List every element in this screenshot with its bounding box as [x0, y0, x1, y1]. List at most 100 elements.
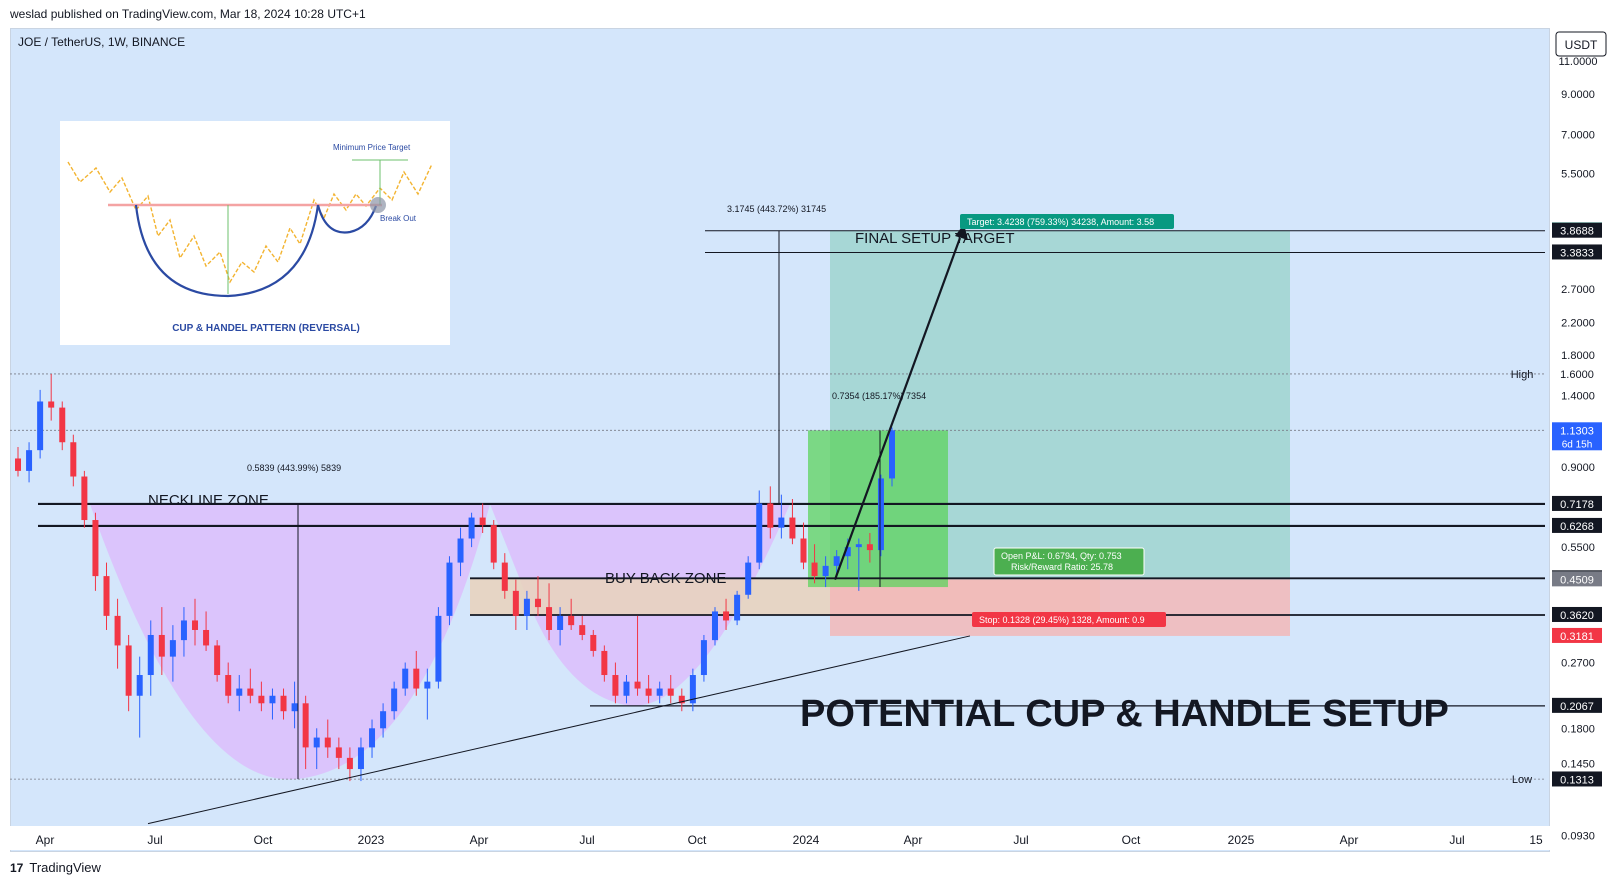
y-tick-label: 0.1800 [1561, 723, 1595, 735]
candle-body [214, 645, 221, 676]
price-badge-label: 1.1303 [1560, 425, 1594, 437]
candle-body [844, 547, 851, 557]
candle-body [734, 594, 741, 621]
candle-body [811, 562, 818, 577]
y-tick-label: 0.0930 [1561, 830, 1595, 842]
y-tick-label: 7.0000 [1561, 130, 1595, 142]
candle-body [147, 634, 154, 676]
level-label: Low [1512, 774, 1532, 786]
candle-body [269, 695, 276, 704]
price-badge-label: 0.2067 [1560, 701, 1594, 713]
candle-body [855, 544, 862, 548]
candle-body [391, 688, 398, 712]
price-badge-label: 0.7178 [1560, 499, 1594, 511]
pnl-label: Open P&L: 0.6794, Qty: 0.753 [1001, 551, 1122, 561]
zones [90, 230, 1290, 780]
x-tick-label: Oct [1122, 833, 1141, 847]
price-badge-label: 0.4509 [1560, 574, 1594, 586]
y-tick-label: 11.0000 [1559, 56, 1598, 68]
candle-body [92, 520, 99, 577]
x-tick-label: Oct [254, 833, 273, 847]
x-tick-label: Apr [36, 833, 55, 847]
candle-body [302, 703, 309, 748]
candle-body [15, 458, 21, 471]
candle-body [711, 611, 718, 641]
candle-body [822, 565, 829, 577]
candle-body [700, 640, 707, 676]
candle-body [346, 757, 353, 770]
candle-body [247, 688, 254, 696]
candle-body [767, 503, 774, 528]
candle-body [424, 681, 431, 689]
publish-info: weslad published on TradingView.com, Mar… [10, 7, 366, 21]
buyback-label: BUY BACK ZONE [605, 570, 726, 587]
neckline-label: NECKLINE ZONE [148, 492, 269, 509]
inset-target-label: Minimum Price Target [333, 143, 411, 152]
x-tick-label: Oct [688, 833, 707, 847]
rr-label: Risk/Reward Ratio: 25.78 [1011, 562, 1113, 572]
candle-body [357, 747, 364, 770]
candle-body [723, 611, 730, 621]
candle-body [656, 688, 663, 696]
x-tick-label: 2025 [1228, 833, 1255, 847]
footer: 17 TradingView [10, 860, 101, 875]
candle-body [490, 525, 497, 563]
candle-body [557, 615, 564, 630]
measure1-label: 0.5839 (443.99%) 5839 [247, 463, 341, 473]
candle-body [612, 675, 619, 696]
headline-label: POTENTIAL CUP & HANDLE SETUP [800, 693, 1449, 735]
brand-name: TradingView [29, 860, 101, 875]
candle-body [225, 675, 232, 696]
candle-body [889, 430, 895, 479]
candle-body [291, 703, 298, 712]
x-tick-label: Apr [1340, 833, 1359, 847]
cup-zone [90, 503, 490, 780]
candle-body [324, 737, 331, 748]
symbol-title[interactable]: JOE / TetherUS, 1W, BINANCE [18, 35, 186, 49]
candle-body [512, 590, 519, 616]
candle-body [70, 442, 77, 477]
y-tick-labels: 11.0000 9.0000 7.0000 5.5000 2.7000 2.2000 1.8… [1559, 56, 1598, 842]
x-tick-label: Jul [1013, 833, 1028, 847]
projection-arrow [833, 237, 962, 581]
candle-body [380, 711, 387, 729]
y-tick-label: 2.2000 [1561, 317, 1595, 329]
price-badge [1552, 627, 1602, 643]
candle-body [136, 675, 143, 696]
y-tick-label: 5.5000 [1561, 169, 1595, 181]
candle-body [158, 634, 165, 657]
x-tick-label: Apr [904, 833, 923, 847]
candle-body [523, 598, 530, 616]
candle-body [192, 620, 199, 630]
annotations: NECKLINE ZONE BUY BACK ZONE FINAL SETUP … [148, 204, 1449, 735]
price-badge [1552, 606, 1602, 622]
y-tick-label: 1.4000 [1561, 391, 1595, 403]
candle-body [877, 478, 884, 551]
candle-body [313, 737, 320, 748]
y-tick-label: 9.0000 [1561, 89, 1595, 101]
price-badge [1552, 697, 1602, 713]
x-tick-label: Jul [579, 833, 594, 847]
candle-body [745, 562, 752, 595]
candle-body [601, 650, 608, 676]
y-tick-label: 0.1450 [1561, 758, 1595, 770]
candle-body [413, 668, 420, 689]
candle-body [534, 598, 541, 608]
price-badge [1552, 495, 1602, 511]
x-tick-label: Jul [147, 833, 162, 847]
x-tick-label: 15 [1529, 833, 1543, 847]
x-tick-labels: Apr Jul Oct 2023 Apr Jul Oct 2024 Apr Jul Oct 2025 A… [36, 833, 1543, 847]
x-tick-label: Jul [1449, 833, 1464, 847]
stop-box-label: Stop: 0.1328 (29.45%) 1328, Amount: 0.9 [979, 615, 1145, 625]
candle-body [169, 640, 176, 657]
y-tick-label: 1.8000 [1561, 350, 1595, 362]
final-target-label: FINAL SETUP TARGET [855, 230, 1014, 247]
candle-body [258, 695, 265, 704]
y-tick-label: 2.7000 [1561, 284, 1595, 296]
candle-body [180, 620, 187, 641]
candle-body [579, 625, 586, 635]
candle-body [689, 675, 696, 704]
candle-body [280, 695, 287, 712]
x-tick-label: 2024 [793, 833, 820, 847]
